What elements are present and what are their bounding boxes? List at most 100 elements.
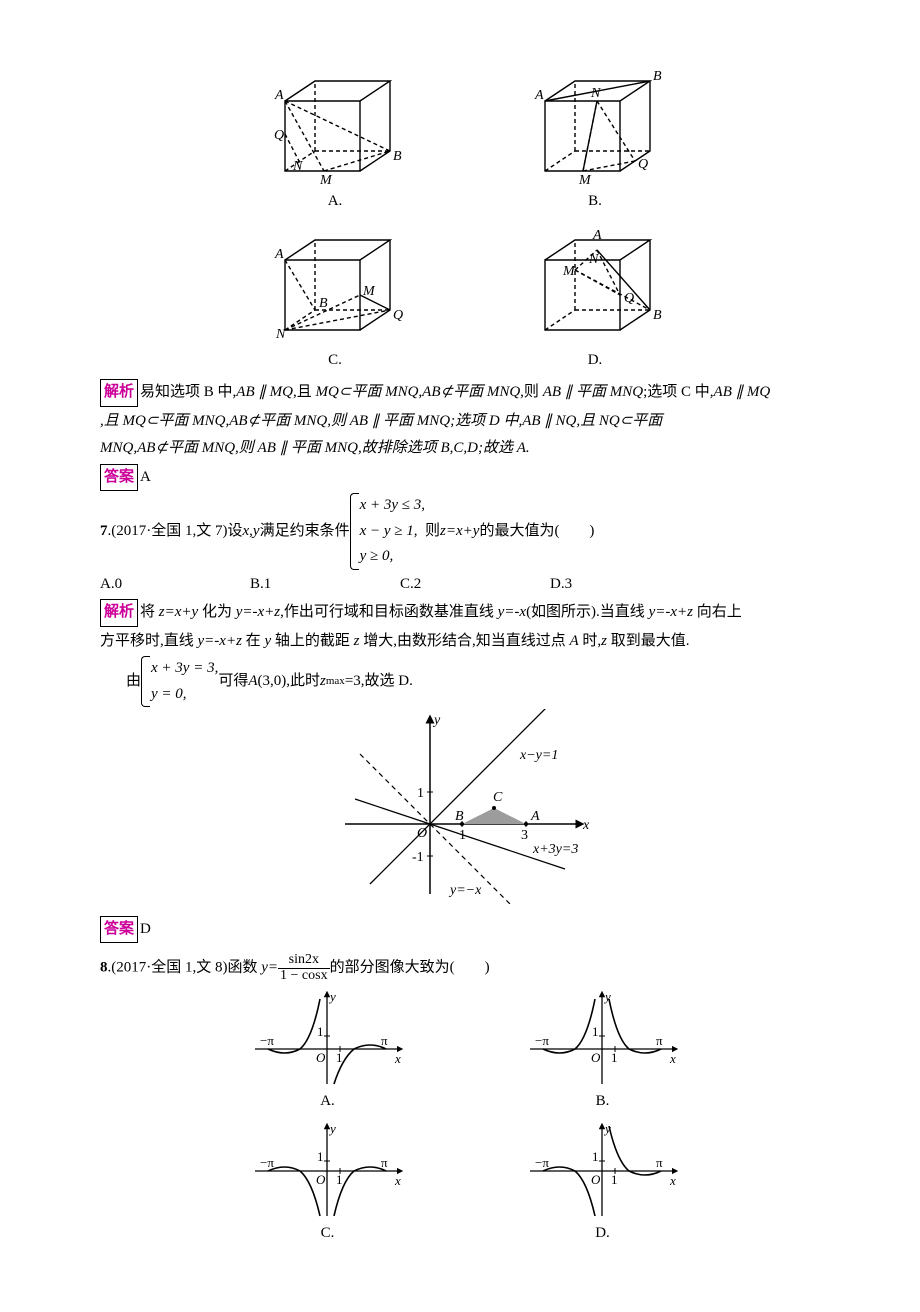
cube-figure-A: A B M N Q A. [265, 66, 405, 215]
cube-label: N [275, 327, 286, 342]
text: (3,0),此时 [258, 669, 321, 695]
text: .(2017·全国 1,文 7)设 [108, 519, 243, 545]
q-number: 8 [100, 960, 108, 976]
line-label: y=−x [448, 883, 482, 898]
cube-label: Q [624, 291, 634, 306]
tick: −π [535, 1033, 549, 1048]
cube-label: N [588, 252, 599, 267]
q8-graph-B: y x O 1 1 −π π B. [525, 989, 680, 1115]
text: ;选项 C 中, [643, 384, 713, 400]
text: 向右上 [693, 604, 742, 620]
fraction-num: sin2x [278, 953, 330, 969]
text: MNQ,AB⊄平面 MNQ,则 AB ∥ 平面 MNQ,故排除选项 B,C,D;… [100, 440, 530, 456]
text: 的部分图像大致为( ) [330, 960, 490, 976]
origin-label: O [417, 826, 427, 841]
constraint: y = 0, [151, 686, 187, 702]
tick: 1 [611, 1050, 618, 1065]
tick: 1 [317, 1149, 324, 1164]
text: A [569, 633, 578, 649]
text: 可得 [218, 669, 248, 695]
cube-label: M [562, 264, 576, 279]
q8-row-2: y x O 1 1 −π π C. y x O 1 1 [100, 1121, 830, 1247]
option-D: D.3 [550, 572, 700, 598]
text: y=-x+z [649, 604, 693, 620]
tick: 1 [592, 1024, 599, 1039]
cube-label: M [319, 173, 333, 188]
q8-graph-C: y x O 1 1 −π π C. [250, 1121, 405, 1247]
text: 时, [579, 633, 602, 649]
cube-figure-B: A B M N Q B. [525, 66, 665, 215]
analysis-tag: 解析 [100, 379, 138, 407]
text: D [140, 921, 151, 937]
tick: −π [535, 1155, 549, 1170]
text: 的最大值为( ) [479, 519, 594, 545]
text: A [140, 469, 151, 485]
q7-analysis-1: 解析将 z=x+y 化为 y=-x+z,作出可行域和目标函数基准直线 y=-x(… [100, 599, 830, 627]
tick: −π [260, 1033, 274, 1048]
tick: 1 [336, 1172, 343, 1187]
answer-tag: 答案 [100, 916, 138, 944]
text: y=-x+z [198, 633, 242, 649]
cube-label: B [393, 149, 402, 164]
cube-figure-C: A B M N Q C. [265, 225, 405, 374]
text: 将 [140, 604, 159, 620]
constraint: x + 3y = 3, [151, 660, 218, 676]
origin-label: O [591, 1050, 601, 1065]
point-label: A [530, 809, 540, 824]
q8-caption-B: B. [525, 1089, 680, 1115]
cube-caption-B: B. [525, 189, 665, 215]
text: ,作出可行域和目标函数基准直线 [280, 604, 498, 620]
axis-label: y [603, 989, 611, 1004]
option-C: C.2 [400, 572, 550, 598]
cube-label: Q [393, 308, 403, 323]
line-label: x+3y=3 [532, 842, 578, 857]
text: ,则 [520, 384, 543, 400]
text: 轴上的截距 [271, 633, 354, 649]
cube-label: A [534, 88, 544, 103]
q6-analysis-line3: MNQ,AB⊄平面 MNQ,则 AB ∥ 平面 MNQ,故排除选项 B,C,D;… [100, 436, 830, 462]
answer-tag: 答案 [100, 464, 138, 492]
axis-label: y [328, 1121, 336, 1136]
q8-stem: 8.(2017·全国 1,文 8)函数 y=sin2x1 − cosx的部分图像… [100, 953, 830, 983]
cube-label: B [653, 69, 662, 84]
text: AB ∥ 平面 MNQ [543, 384, 643, 400]
tick: π [656, 1033, 663, 1048]
svg-text:y: y [432, 713, 441, 728]
cube-label: B [319, 296, 328, 311]
q6-answer: 答案A [100, 464, 830, 492]
text: 方平移时,直线 [100, 633, 198, 649]
text: .(2017·全国 1,文 8)函数 [108, 960, 262, 976]
cubes-row-1: A B M N Q A. A [100, 66, 830, 215]
option-A: A.0 [100, 572, 250, 598]
cube-label: A [592, 228, 602, 243]
q-number: 7 [100, 519, 108, 545]
tick: 1 [336, 1050, 343, 1065]
line-label: x−y=1 [519, 748, 558, 763]
text: z=x+y [440, 519, 479, 545]
text: max [326, 672, 345, 691]
cube-figure-D: A B M N Q D. [525, 225, 665, 374]
cube-label: A [274, 247, 284, 262]
q8-row-1: y x O 1 1 −π π A. y x O 1 1 [100, 989, 830, 1115]
cube-label: M [578, 173, 592, 188]
q7-options: A.0 B.1 C.2 D.3 [100, 572, 830, 598]
q8-caption-A: A. [250, 1089, 405, 1115]
cube-caption-C: C. [265, 348, 405, 374]
tick: 1 [317, 1024, 324, 1039]
q8-graph-A: y x O 1 1 −π π A. [250, 989, 405, 1115]
axis-label: x [394, 1173, 401, 1188]
fraction-den: 1 − cosx [278, 969, 330, 984]
constraint: y ≥ 0, [360, 548, 394, 564]
axis-label: x [669, 1173, 676, 1188]
text: y=-x [498, 604, 526, 620]
q8-caption-D: D. [525, 1221, 680, 1247]
q7-answer: 答案D [100, 916, 830, 944]
axis-label: y [328, 989, 336, 1004]
text: AB ∥ MQ [236, 384, 293, 400]
origin-label: O [591, 1172, 601, 1187]
point-label: B [455, 809, 464, 824]
text: 增大,由数形结合,知当直线过点 [359, 633, 569, 649]
axis-label: x [394, 1051, 401, 1066]
cube-label: A [274, 88, 284, 103]
constraints-brace: x + 3y ≤ 3, x − y ≥ 1, y ≥ 0, [350, 493, 425, 570]
